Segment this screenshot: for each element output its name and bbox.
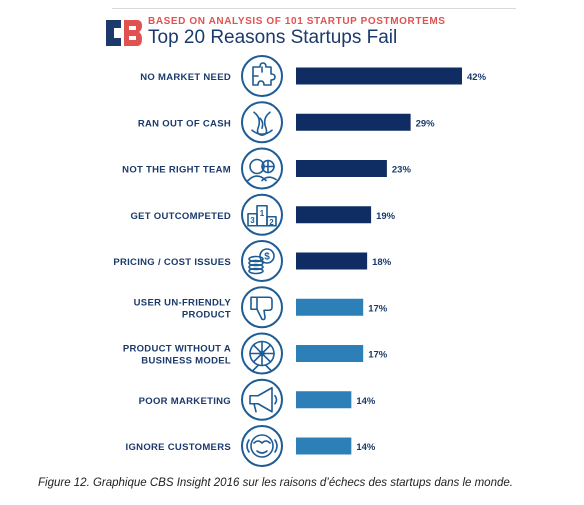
bar — [296, 391, 352, 409]
figure-caption: Figure 12. Graphique CBS Insight 2016 su… — [38, 477, 513, 489]
bar-value-label: 42% — [467, 72, 487, 83]
top-divider — [112, 8, 516, 9]
category-label: USER UN-FRIENDLY — [134, 297, 232, 308]
bar-value-label: 18% — [372, 257, 392, 268]
dollar-sign: $ — [264, 252, 270, 263]
chart-title: Top 20 Reasons Startups Fail — [148, 27, 398, 48]
podium-number: 1 — [260, 209, 265, 218]
ignoring-face-icon — [241, 425, 283, 467]
category-label: PRICING / COST ISSUES — [113, 257, 231, 268]
bar — [296, 113, 411, 131]
team-icon — [241, 147, 283, 190]
bar-row: RAN OUT OF CASH 29% — [138, 101, 436, 144]
bar — [296, 298, 364, 316]
chart-subtitle: BASED ON ANALYSIS OF 101 STARTUP POSTMOR… — [148, 16, 446, 27]
podium-number: 2 — [269, 218, 274, 227]
category-label: POOR MARKETING — [139, 396, 231, 407]
bar-value-label: 14% — [356, 442, 376, 453]
bar — [296, 67, 462, 85]
bar — [296, 206, 372, 224]
category-label: RAN OUT OF CASH — [138, 118, 231, 129]
megaphone-icon — [241, 378, 283, 421]
category-label: PRODUCT — [182, 309, 231, 320]
podium-icon: 312 — [241, 193, 283, 236]
bar-row: IGNORE CUSTOMERS 14% — [126, 425, 376, 467]
bar — [296, 160, 387, 177]
chart-header: BASED ON ANALYSIS OF 101 STARTUP POSTMOR… — [104, 15, 544, 53]
category-label: NOT THE RIGHT TEAM — [122, 165, 231, 176]
bar-value-label: 14% — [356, 396, 376, 407]
hamster-wheel-icon — [241, 332, 283, 375]
bar-row: PRICING / COST ISSUES $18% — [113, 240, 392, 282]
thumbs-down-icon — [241, 286, 283, 329]
bar-chart: NO MARKET NEED 42% RAN OUT OF CASH 29% NOT T… — [113, 55, 487, 467]
bar-value-label: 17% — [368, 303, 388, 314]
category-label: BUSINESS MODEL — [141, 356, 231, 367]
coins-dollar-icon: $ — [241, 240, 283, 282]
category-label: PRODUCT WITHOUT A — [123, 344, 231, 355]
bar-row: NOT THE RIGHT TEAM 23% — [122, 147, 412, 190]
bar-value-label: 17% — [368, 350, 388, 361]
category-label: IGNORE CUSTOMERS — [126, 442, 231, 453]
bar-row: GET OUTCOMPETED 312 19% — [130, 193, 396, 236]
bar-value-label: 29% — [416, 118, 436, 129]
bar — [296, 345, 364, 362]
category-label: GET OUTCOMPETED — [130, 211, 231, 222]
bar-row: NO MARKET NEED 42% — [140, 55, 487, 97]
podium-number: 3 — [250, 216, 255, 225]
bar-row: POOR MARKETING 14% — [139, 378, 376, 421]
bar — [296, 437, 352, 455]
empty-wallet-icon — [241, 101, 283, 144]
cb-insights-logo — [104, 17, 144, 49]
category-label: NO MARKET NEED — [140, 72, 231, 83]
bar — [296, 252, 368, 270]
bar-value-label: 23% — [392, 165, 412, 176]
bar-value-label: 19% — [376, 211, 396, 222]
puzzle-icon — [241, 55, 283, 97]
